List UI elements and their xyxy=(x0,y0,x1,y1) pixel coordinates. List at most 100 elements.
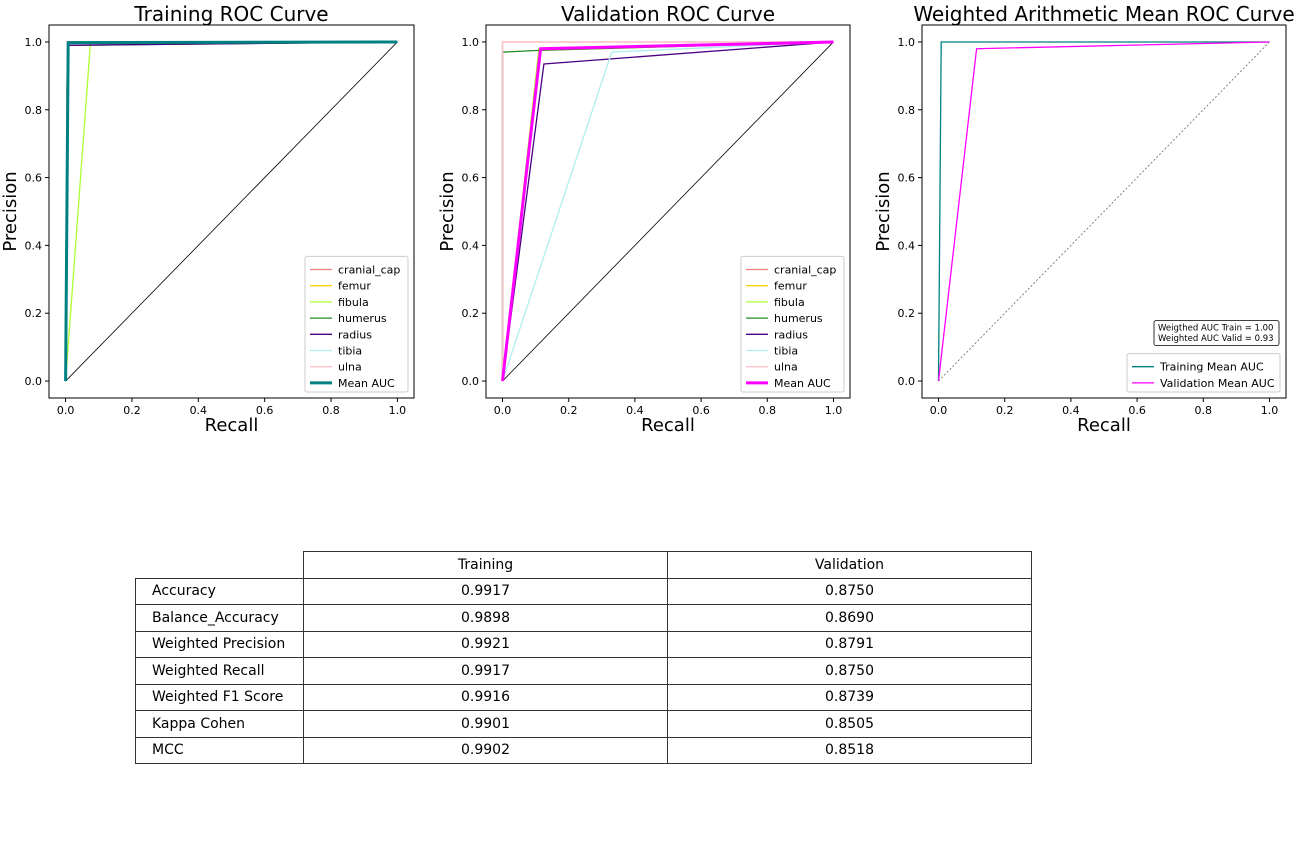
row-label: MCC xyxy=(135,736,304,764)
y-tick-label: 0.8 xyxy=(462,104,480,117)
table-row: Weighted F1 Score 0.9916 0.8739 xyxy=(135,683,1032,711)
x-tick-label: 0.0 xyxy=(494,404,512,417)
x-tick-label: 0.8 xyxy=(1195,404,1213,417)
table-row: Weighted Precision 0.9921 0.8791 xyxy=(135,630,1032,658)
validation-value: 0.8518 xyxy=(667,736,1032,764)
x-tick-label: 0.6 xyxy=(1128,404,1146,417)
validation-value: 0.8791 xyxy=(667,630,1032,658)
legend-box xyxy=(1126,353,1281,393)
training-value: 0.9901 xyxy=(303,710,668,738)
legend-label: Validation Mean AUC xyxy=(1160,377,1275,390)
training-value: 0.9921 xyxy=(303,630,668,658)
plot-frame xyxy=(48,24,415,399)
legend-label: tibia xyxy=(774,345,798,358)
x-tick-label: 0.2 xyxy=(560,404,578,417)
y-tick-label: 0.0 xyxy=(898,375,916,388)
x-tick-label: 0.4 xyxy=(190,404,208,417)
chart-panel-2: Validation ROC Curve 0.0 0.2 0.4 0.6 0.8 1.0 0.… xyxy=(437,2,851,436)
x-tick-label: 1.0 xyxy=(1261,404,1279,417)
y-axis-label: Precision xyxy=(873,171,894,251)
y-tick-label: 0.6 xyxy=(898,172,916,185)
legend-label: Training Mean AUC xyxy=(1159,361,1264,374)
legend: Training Mean AUC Validation Mean AUC xyxy=(1126,353,1281,393)
plot-frame xyxy=(921,24,1287,399)
roc-charts-figure: Training ROC Curve 0.0 0.2 0.4 0.6 0.8 1.0 0.0 0… xyxy=(0,2,1295,436)
chart-title: Training ROC Curve xyxy=(133,2,328,26)
column-header-validation: Validation xyxy=(667,551,1032,579)
table-row: Weighted Recall 0.9917 0.8750 xyxy=(135,657,1032,685)
diagonal-reference-line xyxy=(65,41,398,382)
y-tick-label: 0.2 xyxy=(898,307,916,320)
row-label: Weighted Precision xyxy=(135,630,304,658)
y-tick-label: 1.0 xyxy=(462,36,480,49)
row-label: Kappa Cohen xyxy=(135,710,304,738)
chart-title: Weighted Arithmetic Mean ROC Curve xyxy=(913,2,1294,26)
y-tick-label: 0.4 xyxy=(898,239,916,252)
series-line-mean-auc xyxy=(64,40,398,382)
y-tick-label: 0.2 xyxy=(25,307,43,320)
validation-value: 0.8750 xyxy=(667,657,1032,685)
y-tick-label: 0.4 xyxy=(25,239,43,252)
validation-value: 0.8739 xyxy=(667,683,1032,711)
training-value: 0.9916 xyxy=(303,683,668,711)
row-label: Weighted Recall xyxy=(135,657,304,685)
y-tick-label: 0.8 xyxy=(898,104,916,117)
chart-panel-3: Weighted Arithmetic Mean ROC Curve 0.0 0.2… xyxy=(873,2,1295,436)
legend-box xyxy=(304,255,409,393)
series-line-ulna xyxy=(501,41,834,381)
x-tick-label: 0.4 xyxy=(626,404,644,417)
table-corner-cell xyxy=(135,551,304,579)
table-header-row: Training Validation xyxy=(135,551,1032,579)
series-line-radius xyxy=(501,41,834,382)
x-axis-label: Recall xyxy=(641,415,695,436)
diagonal-reference-line xyxy=(502,41,834,382)
series-line-validation-mean-auc xyxy=(937,41,1270,382)
legend-label: cranial_cap xyxy=(774,264,836,277)
validation-value: 0.8505 xyxy=(667,710,1032,738)
legend-box xyxy=(740,255,845,393)
legend-label: femur xyxy=(338,280,371,293)
training-value: 0.9902 xyxy=(303,736,668,764)
validation-value: 0.8750 xyxy=(667,577,1032,605)
x-tick-label: 0.0 xyxy=(930,404,948,417)
y-tick-label: 0.0 xyxy=(25,375,43,388)
training-value: 0.9898 xyxy=(303,604,668,632)
column-header-training: Training xyxy=(303,551,668,579)
x-tick-label: 0.6 xyxy=(256,404,274,417)
training-value: 0.9917 xyxy=(303,577,668,605)
row-label: Balance_Accuracy xyxy=(135,604,304,632)
series-line-training-mean-auc xyxy=(937,41,1270,382)
y-tick-label: 0.8 xyxy=(25,104,43,117)
annotation-text: Weighted AUC Valid = 0.93 xyxy=(1158,334,1274,344)
x-axis-label: Recall xyxy=(1077,415,1131,436)
y-tick-label: 0.0 xyxy=(462,375,480,388)
diagonal-reference-line xyxy=(938,41,1270,382)
table-row: Accuracy 0.9917 0.8750 xyxy=(135,577,1032,605)
legend-label: humerus xyxy=(338,312,387,325)
legend-label: femur xyxy=(774,280,807,293)
y-tick-label: 0.6 xyxy=(25,172,43,185)
x-tick-label: 0.2 xyxy=(996,404,1014,417)
chart-panel-1: Training ROC Curve 0.0 0.2 0.4 0.6 0.8 1.0 0.0 0… xyxy=(0,2,415,436)
x-tick-label: 0.6 xyxy=(692,404,710,417)
legend-label: Mean AUC xyxy=(338,377,395,390)
x-axis-label: Recall xyxy=(205,415,259,436)
legend-label: ulna xyxy=(338,361,362,374)
x-tick-label: 0.8 xyxy=(759,404,777,417)
annotation-box xyxy=(1153,320,1280,347)
x-tick-label: 0.4 xyxy=(1062,404,1080,417)
y-tick-label: 0.6 xyxy=(462,172,480,185)
legend-label: radius xyxy=(774,328,808,341)
y-axis-label: Precision xyxy=(437,171,458,251)
legend-label: ulna xyxy=(774,361,798,374)
legend-label: humerus xyxy=(774,312,823,325)
y-axis-label: Precision xyxy=(0,171,21,251)
legend-label: fibula xyxy=(338,296,369,309)
row-label: Accuracy xyxy=(135,577,304,605)
training-value: 0.9917 xyxy=(303,657,668,685)
legend-label: Mean AUC xyxy=(774,377,831,390)
legend-label: tibia xyxy=(338,345,362,358)
legend-label: radius xyxy=(338,328,372,341)
